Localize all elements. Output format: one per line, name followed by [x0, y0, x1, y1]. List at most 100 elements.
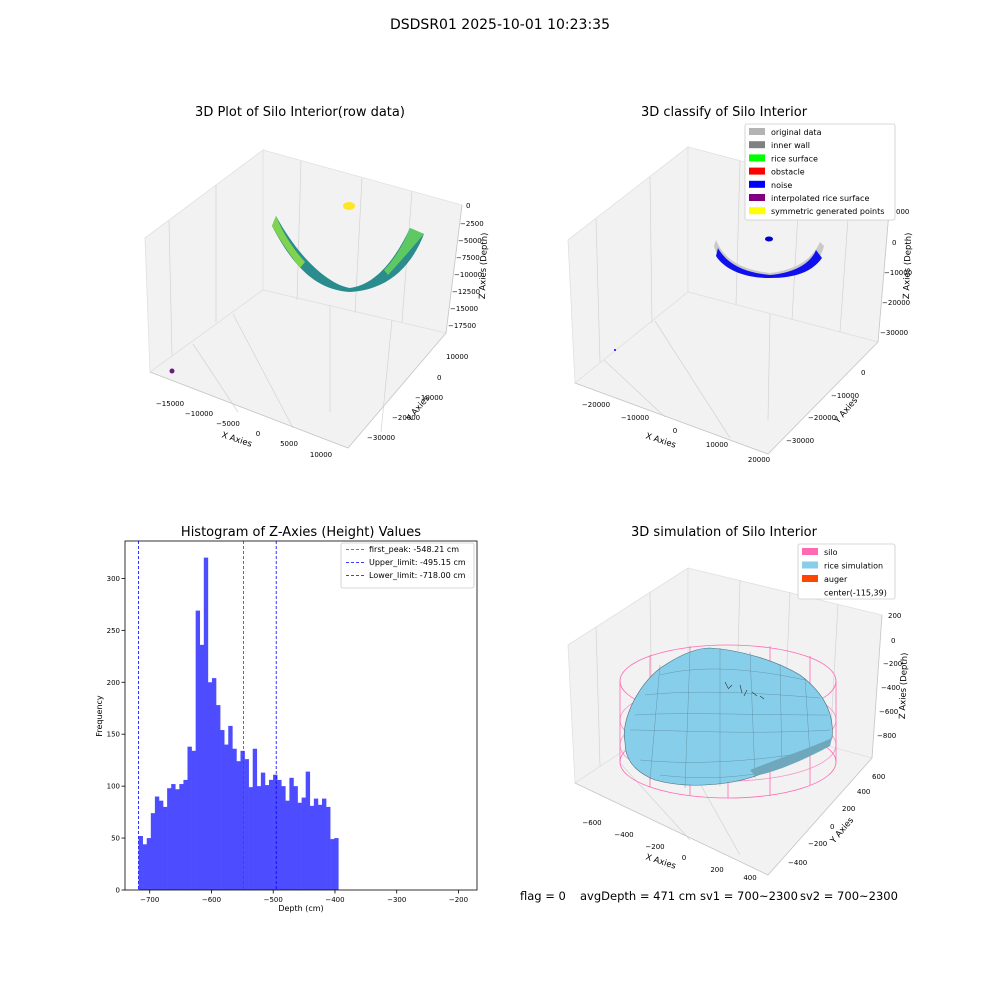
legend-swatch	[749, 207, 765, 215]
histogram-bar	[305, 771, 311, 890]
histogram-bar	[207, 682, 213, 890]
raw-z-ticks: 0 −2500 −5000 −7500 −10000 −12500 −15000…	[448, 202, 484, 330]
histogram-bar	[203, 557, 209, 890]
classify-zlabel: Z Axies (Depth)	[902, 232, 914, 299]
svg-text:0: 0	[466, 202, 470, 210]
svg-text:20000: 20000	[748, 456, 770, 464]
footer-flag: flag = 0	[520, 889, 566, 903]
histogram-x-ticks: −700 −600 −500 −400 −300 −200	[140, 890, 468, 904]
histogram-bar	[150, 813, 156, 890]
rice-shadow-fold	[750, 738, 832, 776]
histogram-bar	[326, 806, 331, 890]
histogram-bar	[146, 838, 152, 890]
legend-label: interpolated rice surface	[771, 194, 869, 203]
svg-text:−800: −800	[877, 732, 896, 740]
footer-avg-depth: avgDepth = 471 cm	[580, 889, 697, 903]
classify-z-ticks: 000 0 −10000 −20000 −30000	[880, 208, 912, 337]
histogram-frame	[124, 540, 478, 891]
svg-text:−400: −400	[614, 831, 633, 839]
histogram-bar	[175, 789, 180, 890]
svg-text:10000: 10000	[310, 451, 332, 459]
footer-sv1: sv1 = 700~2300	[700, 889, 798, 903]
svg-text:200: 200	[842, 805, 855, 813]
histogram-xlabel: Depth (cm)	[278, 904, 323, 913]
svg-text:−5000: −5000	[216, 420, 240, 428]
histogram-title: Histogram of Z-Axies (Height) Values	[181, 525, 421, 540]
classify-x-ticks: −20000 −10000 0 10000 20000	[582, 401, 770, 464]
svg-text:000: 000	[896, 208, 909, 216]
svg-text:400: 400	[857, 788, 870, 796]
svg-text:10000: 10000	[446, 353, 468, 361]
histogram-x-tick-label: −200	[449, 896, 468, 904]
svg-text:0: 0	[256, 430, 260, 438]
classify-axis-lines	[574, 199, 891, 455]
svg-text:0: 0	[830, 823, 834, 831]
svg-text:−12500: −12500	[452, 288, 480, 296]
svg-text:0: 0	[673, 427, 677, 435]
histogram-bar	[167, 788, 172, 890]
raw-point-cluster	[343, 202, 355, 210]
legend-label: symmetric generated points	[771, 207, 884, 216]
raw-point-cloud-highlight-left	[272, 216, 305, 268]
svg-text:−20000: −20000	[882, 299, 910, 307]
histogram-bar	[187, 746, 192, 890]
svg-text:−30000: −30000	[786, 437, 814, 445]
svg-text:−15000: −15000	[450, 305, 478, 313]
svg-text:−400: −400	[881, 684, 900, 692]
classify-title: 3D classify of Silo Interior	[641, 105, 808, 120]
histogram-bar	[195, 610, 201, 890]
svg-text:−200: −200	[883, 660, 902, 668]
svg-text:200: 200	[710, 866, 723, 874]
svg-text:−10000: −10000	[454, 271, 482, 279]
histogram-bar	[211, 678, 217, 890]
figure-title: DSDSR01 2025-10-01 10:23:35	[389, 17, 610, 33]
auger-marker	[724, 681, 765, 700]
histogram-y-tick-label: 100	[107, 783, 120, 791]
raw-y-ticks: 10000 0 −10000 −20000 −30000	[367, 353, 468, 442]
legend-swatch	[802, 575, 818, 582]
histogram-bar	[281, 786, 286, 890]
svg-text:−17500: −17500	[448, 322, 476, 330]
svg-text:5000: 5000	[280, 440, 298, 448]
histogram-bar	[317, 804, 323, 890]
svg-text:−30000: −30000	[880, 329, 908, 337]
histogram-bar	[224, 744, 229, 890]
svg-text:0: 0	[891, 637, 895, 645]
legend-swatch	[802, 548, 818, 555]
svg-text:−200: −200	[808, 840, 827, 848]
footer-sv2: sv2 = 700~2300	[800, 889, 898, 903]
raw-zlabel: Z Axies (Depth)	[478, 232, 490, 299]
raw-title: 3D Plot of Silo Interior(row data)	[195, 105, 405, 120]
histogram-bar	[289, 777, 294, 890]
legend-label: silo	[824, 548, 838, 557]
histogram-x-tick-label: −500	[264, 896, 283, 904]
legend-label: noise	[771, 181, 792, 190]
histogram-bar	[277, 779, 282, 890]
classify-axes-panes	[567, 146, 891, 455]
svg-text:−15000: −15000	[156, 400, 184, 408]
svg-text:−10000: −10000	[831, 392, 859, 400]
svg-text:−10000: −10000	[415, 394, 443, 402]
histogram-bar	[293, 786, 298, 890]
histogram-bar	[244, 759, 249, 890]
simulation-axis-lines	[574, 614, 883, 876]
simulation-y-ticks: 600 400 200 0 −200 −400	[788, 773, 885, 867]
svg-text:0: 0	[437, 374, 441, 382]
legend-swatch	[749, 180, 765, 188]
legend-label: center(-115,39)	[824, 589, 887, 598]
histogram-bar	[232, 748, 237, 890]
histogram-bar	[285, 800, 290, 890]
histogram-bar	[269, 779, 274, 890]
legend-swatch	[749, 167, 765, 175]
simulation-3d-panel: 3D simulation of Silo Interior	[567, 525, 910, 882]
histogram-panel: Histogram of Z-Axies (Height) Values −70…	[95, 525, 478, 913]
histogram-x-tick-label: −300	[387, 896, 406, 904]
histogram-bar	[330, 839, 335, 890]
svg-text:−20000: −20000	[808, 414, 836, 422]
histogram-y-tick-label: 50	[111, 835, 120, 843]
histogram-bar	[228, 725, 233, 890]
svg-text:−600: −600	[582, 819, 601, 827]
legend-label: inner wall	[771, 141, 810, 150]
legend-label: original data	[771, 128, 822, 137]
histogram-x-tick-label: −700	[140, 896, 159, 904]
